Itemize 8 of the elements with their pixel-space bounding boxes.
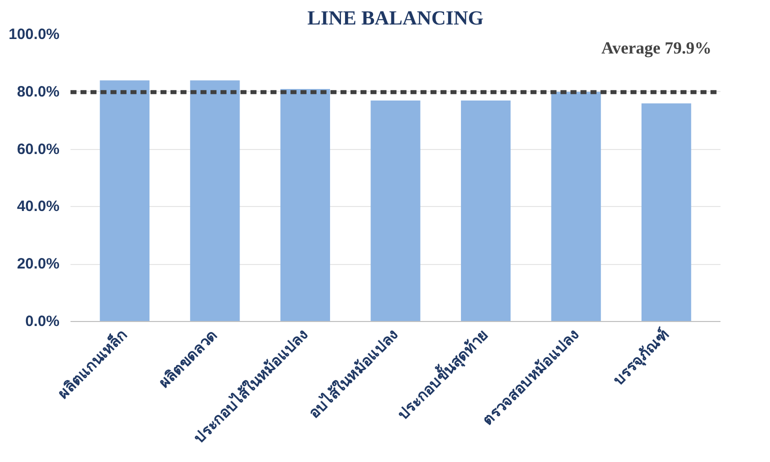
y-tick-label: 0.0% xyxy=(25,313,60,330)
y-tick-label: 20.0% xyxy=(16,256,60,273)
chart-title: LINE BALANCING xyxy=(307,8,484,30)
ref-line-label: Average 79.9% xyxy=(601,38,712,58)
y-tick-label: 40.0% xyxy=(16,198,60,216)
y-tick-label: 60.0% xyxy=(16,140,60,158)
y-tick-label: 100.0% xyxy=(8,26,60,43)
y-tick-label: 80.0% xyxy=(16,83,60,100)
